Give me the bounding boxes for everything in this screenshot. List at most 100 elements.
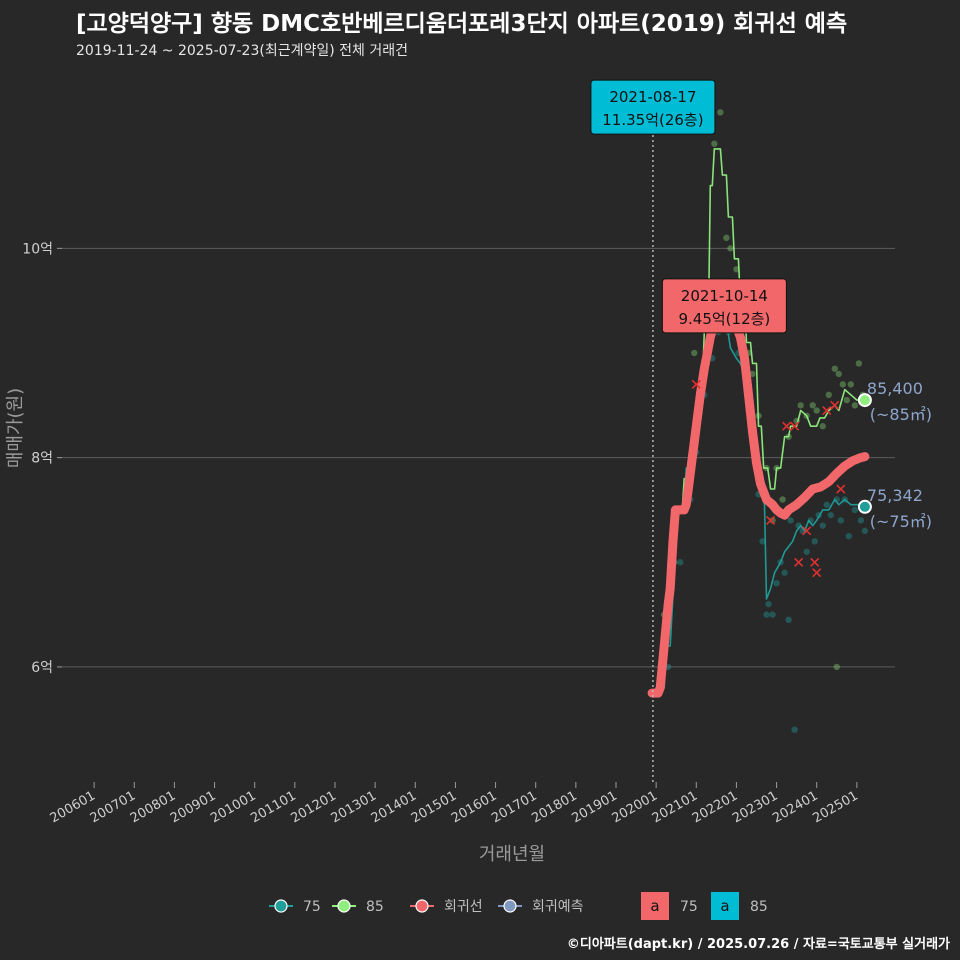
annotations: 2021-08-17 11.35억(26층) 2021-10-14 9.45억(12층… xyxy=(590,79,787,334)
x-tick-label: 201501 xyxy=(409,788,459,826)
scatter-point-75 xyxy=(811,538,818,545)
scatter-point-75 xyxy=(791,726,798,733)
legend-label: 85 xyxy=(750,899,768,915)
scatter-point-85 xyxy=(717,109,724,116)
legend-key-dot xyxy=(274,899,288,913)
scatter-point-75 xyxy=(819,522,826,529)
end-label-value: 75,342 xyxy=(867,486,923,505)
legend-label: 75 xyxy=(680,899,698,915)
scatter-point-75 xyxy=(677,559,684,566)
annotation-price: 9.45억(12층) xyxy=(678,310,770,328)
scatter-point-85 xyxy=(723,234,730,242)
legend-key-dot xyxy=(503,899,517,913)
annotation-label: 2021-10-14 9.45억(12층) xyxy=(661,278,787,334)
x-tick-label: 201701 xyxy=(489,788,539,826)
regression-mark xyxy=(822,405,832,416)
scatter-point-75 xyxy=(851,506,859,514)
chart-subtitle: 2019-11-24 ~ 2025-07-23(최근계약일) 전체 거래건 xyxy=(76,43,408,59)
scatter-point-85 xyxy=(727,245,734,252)
x-tick-label: 200601 xyxy=(48,788,98,826)
legend-label: 75 xyxy=(303,899,321,915)
legend-label-key-glyph: a xyxy=(720,897,729,915)
x-tick-label: 201901 xyxy=(570,788,620,826)
scatter-point-75 xyxy=(759,538,766,545)
scatter-point-75 xyxy=(861,527,869,535)
series-line-85 xyxy=(655,148,866,694)
scatter-point-85 xyxy=(851,402,859,409)
scatter-point-85 xyxy=(819,423,826,430)
scatter-point-75 xyxy=(845,532,853,540)
scatter-point-85 xyxy=(843,396,851,404)
annotation-box xyxy=(590,79,716,135)
x-tick-label: 201201 xyxy=(288,788,338,826)
scatter-point-75 xyxy=(837,517,845,524)
scatter-point-75 xyxy=(803,548,810,555)
regression-mark xyxy=(802,526,812,536)
y-tick-label: 10억 xyxy=(22,241,53,257)
x-tick-label: 200901 xyxy=(168,788,218,826)
legend-key-dot xyxy=(415,899,429,913)
scatter-point-75 xyxy=(781,569,788,576)
y-tick-label: 8억 xyxy=(31,451,53,467)
x-tick-label: 201301 xyxy=(329,788,379,826)
scatter-point-75 xyxy=(823,501,830,508)
scatter-point-85 xyxy=(769,517,776,524)
x-tick-label: 201401 xyxy=(369,788,419,826)
scatter-point-75 xyxy=(827,511,834,519)
scatter-points xyxy=(654,109,869,733)
x-axis: 2006012007012008012009012010012011012012… xyxy=(48,782,861,826)
end-label-value: 85,400 xyxy=(867,379,923,398)
x-axis-label: 거래년월 xyxy=(479,844,545,865)
legend: 75 85 회귀선 회귀예측 a 75 a 85 xyxy=(269,892,768,920)
annotation-date: 2021-10-14 xyxy=(681,287,768,305)
scatter-point-85 xyxy=(691,349,698,357)
regression-marks xyxy=(691,379,846,578)
y-axis-label: 매매가(원) xyxy=(5,388,26,468)
regression-mark xyxy=(830,400,840,410)
legend-label-key-box xyxy=(641,892,669,920)
scatter-point-85 xyxy=(813,407,820,414)
scatter-point-75 xyxy=(765,600,772,608)
legend-label-key-box xyxy=(711,892,739,920)
scatter-point-75 xyxy=(773,579,780,587)
regression-mark xyxy=(794,557,804,567)
scatter-point-85 xyxy=(831,365,838,372)
regression-mark xyxy=(812,568,822,578)
y-tick-label: 6억 xyxy=(31,660,53,676)
annotation-box xyxy=(661,278,787,334)
scatter-point-75 xyxy=(857,517,865,524)
chart-title: [고양덕양구] 향동 DMC호반베르디움더포레3단지 아파트(2019) 회귀선… xyxy=(76,11,848,37)
scatter-point-85 xyxy=(855,360,863,367)
scatter-point-85 xyxy=(779,496,786,503)
regression-mark xyxy=(765,515,776,525)
annotation-price: 11.35억(26층) xyxy=(602,111,703,129)
legend-label-key-glyph: a xyxy=(650,897,659,915)
end-point-85 xyxy=(857,393,872,408)
y-axis: 6억 8억 10억 xyxy=(22,241,62,676)
caption: ©디아파트(dapt.kr) / 2025.07.26 / 자료=국토교통부 실… xyxy=(566,937,950,952)
legend-label: 회귀선 xyxy=(444,899,483,915)
scatter-point-85 xyxy=(711,140,718,147)
x-tick-label: 201001 xyxy=(208,788,258,826)
regression-mark xyxy=(782,421,792,431)
annotation-label: 2021-08-17 11.35억(26층) xyxy=(590,79,716,135)
x-tick-label: 201601 xyxy=(449,788,499,826)
regression-mark xyxy=(836,484,846,494)
x-tick-label: 200801 xyxy=(128,788,178,826)
x-tick-label: 202501 xyxy=(810,788,860,826)
legend-key-dot xyxy=(337,899,351,913)
scatter-point-85 xyxy=(847,381,855,388)
x-tick-label: 202201 xyxy=(690,788,740,826)
x-tick-label: 201101 xyxy=(248,788,298,826)
regression-mark xyxy=(691,379,701,389)
x-tick-label: 202301 xyxy=(730,788,780,826)
end-labels: 85,400 (~85㎡) 75,342 (~75㎡) xyxy=(857,379,932,531)
series-line-75 xyxy=(659,320,866,689)
series-lines xyxy=(647,148,870,698)
scatter-point-85 xyxy=(835,370,842,378)
regression-mark xyxy=(790,421,800,431)
scatter-point-85 xyxy=(809,402,816,409)
scatter-point-85 xyxy=(833,663,840,671)
x-tick-label: 201801 xyxy=(529,788,579,826)
